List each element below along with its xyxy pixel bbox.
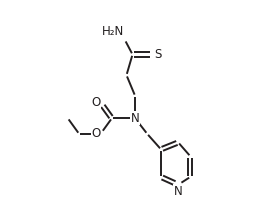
Text: O: O: [91, 96, 101, 109]
Text: N: N: [174, 185, 183, 198]
Text: H₂N: H₂N: [102, 25, 124, 38]
Text: N: N: [131, 112, 139, 125]
Text: O: O: [91, 127, 101, 140]
Text: S: S: [154, 48, 162, 61]
